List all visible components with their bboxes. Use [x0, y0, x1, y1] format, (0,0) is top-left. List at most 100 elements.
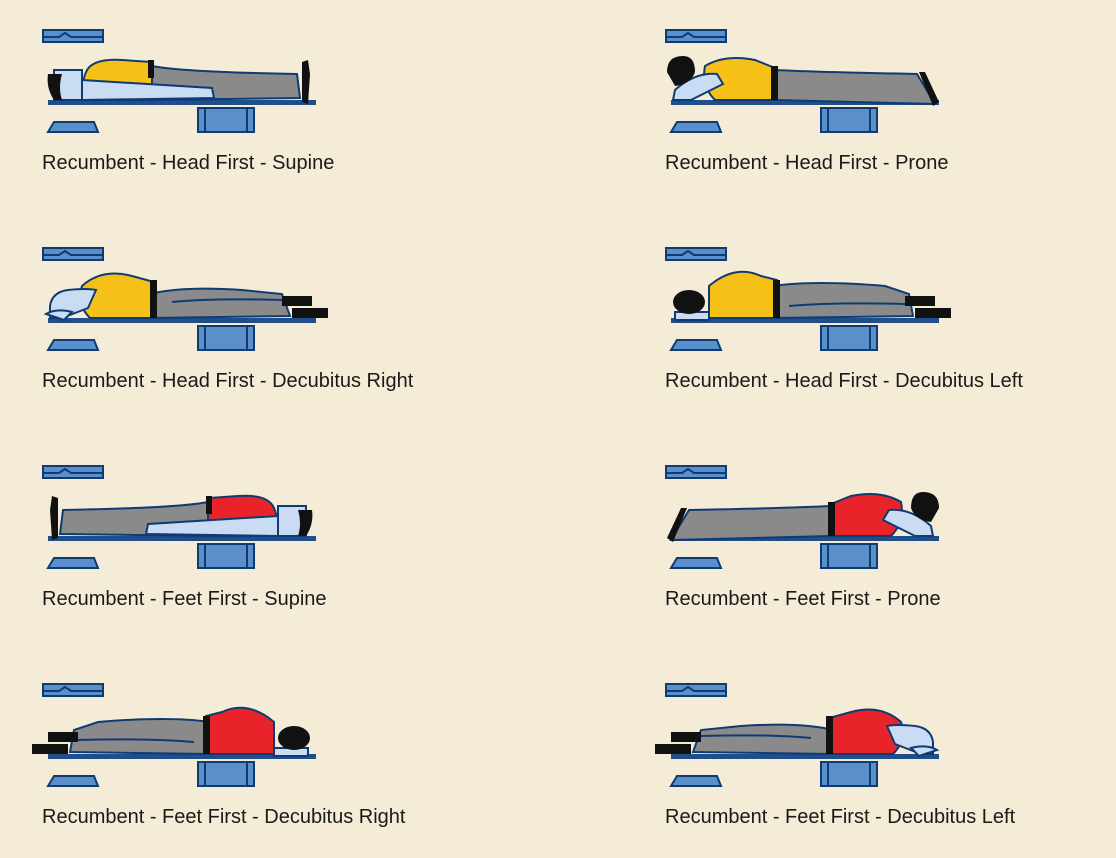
table-top [671, 100, 939, 105]
legs [669, 504, 832, 542]
feet [282, 296, 328, 318]
position-caption: Recumbent - Head First - Prone [665, 152, 949, 174]
leg-line [77, 738, 195, 743]
overhead-unit-detail [43, 685, 103, 692]
lower-unit [46, 339, 100, 351]
feet [655, 732, 701, 754]
table-pedestal-detail [827, 326, 871, 350]
lower-unit [669, 121, 723, 133]
patient-figure-head-first-prone [665, 29, 939, 133]
patient-figure-feet-first-supine [42, 465, 316, 569]
lower-unit [669, 557, 723, 569]
lower-unit [46, 121, 100, 133]
patient-body [667, 492, 939, 542]
feet [50, 496, 58, 540]
leg-line [700, 734, 812, 739]
head [911, 492, 939, 522]
table-pedestal [197, 761, 255, 787]
legs [774, 68, 937, 106]
table-pedestal-detail [827, 108, 871, 132]
patient-figure-head-first-supine [42, 29, 316, 133]
belt [206, 496, 212, 514]
overhead-unit-detail [43, 467, 103, 474]
patient-body [50, 494, 313, 540]
torso [708, 270, 778, 319]
lower-unit [669, 339, 723, 351]
table-top [48, 100, 316, 105]
position-cell-head-first-prone: Recumbent - Head First - Prone [665, 28, 1085, 193]
belt [828, 502, 835, 536]
overhead-unit-detail [666, 685, 726, 692]
table-pedestal-detail [827, 544, 871, 568]
feet [302, 60, 310, 104]
arms [671, 72, 725, 101]
legs [772, 282, 915, 320]
belt [203, 716, 210, 754]
legs [149, 287, 292, 320]
head [673, 290, 705, 314]
lower-unit [46, 557, 100, 569]
belt [771, 66, 778, 100]
position-cell-feet-first-prone: Recumbent - Feet First - Prone [665, 464, 1085, 629]
overhead-unit-detail [666, 249, 726, 256]
position-cell-feet-first-decubitus-right: Recumbent - Feet First - Decubitus Right [32, 682, 462, 847]
hair [47, 74, 62, 100]
leg-line [171, 298, 283, 303]
table-pedestal [197, 325, 255, 351]
position-cell-feet-first-supine: Recumbent - Feet First - Supine [42, 464, 462, 629]
hair [298, 510, 313, 536]
position-caption: Recumbent - Head First - Decubitus Right [42, 370, 414, 392]
patient-body [667, 56, 939, 106]
patient-body [47, 58, 310, 104]
position-cell-feet-first-decubitus-left: Recumbent - Feet First - Decubitus Left [655, 682, 1085, 847]
position-caption: Recumbent - Feet First - Supine [42, 588, 327, 610]
feet [667, 508, 687, 542]
patient-figure-feet-first-prone [665, 465, 939, 569]
table-pedestal [820, 325, 878, 351]
position-cell-head-first-decubitus-right: Recumbent - Head First - Decubitus Right [42, 246, 462, 411]
belt [826, 716, 833, 754]
table-top [671, 754, 939, 759]
belt [148, 60, 154, 78]
patient-figure-head-first-decubitus-right [42, 247, 328, 351]
lower-unit [46, 775, 100, 787]
belt [150, 280, 157, 318]
position-caption: Recumbent - Head First - Supine [42, 152, 335, 174]
leg-line [788, 302, 906, 307]
head [667, 56, 695, 86]
lower-unit [669, 775, 723, 787]
position-caption: Recumbent - Feet First - Prone [665, 588, 941, 610]
patient-body [32, 706, 310, 757]
hand [909, 745, 940, 758]
overhead-unit-detail [666, 467, 726, 474]
patient-body [673, 270, 951, 321]
patient-figure-feet-first-decubitus-right [32, 683, 316, 787]
position-caption: Recumbent - Head First - Decubitus Left [665, 370, 1023, 392]
table-top [671, 318, 939, 323]
table-top [48, 318, 316, 323]
arms [881, 508, 935, 537]
belt [773, 280, 780, 318]
table-pedestal [820, 761, 878, 787]
overhead-unit-detail [666, 31, 726, 38]
legs [691, 723, 834, 756]
table-pedestal [820, 543, 878, 569]
table-pedestal [197, 107, 255, 133]
table-pedestal [197, 543, 255, 569]
table-pedestal-detail [827, 762, 871, 786]
table-pedestal [820, 107, 878, 133]
table-pedestal-detail [204, 108, 248, 132]
table-pedestal-detail [204, 762, 248, 786]
feet [32, 732, 78, 754]
hand [43, 309, 74, 322]
table-top [48, 754, 316, 759]
table-pedestal-detail [204, 544, 248, 568]
position-caption: Recumbent - Feet First - Decubitus Right [42, 806, 406, 828]
position-cell-head-first-supine: Recumbent - Head First - Supine [42, 28, 462, 193]
patient-body [655, 708, 940, 758]
table-pedestal-detail [204, 326, 248, 350]
position-caption: Recumbent - Feet First - Decubitus Left [665, 806, 1016, 828]
head [278, 726, 310, 750]
feet [905, 296, 951, 318]
patient-figure-head-first-decubitus-left [665, 247, 951, 351]
